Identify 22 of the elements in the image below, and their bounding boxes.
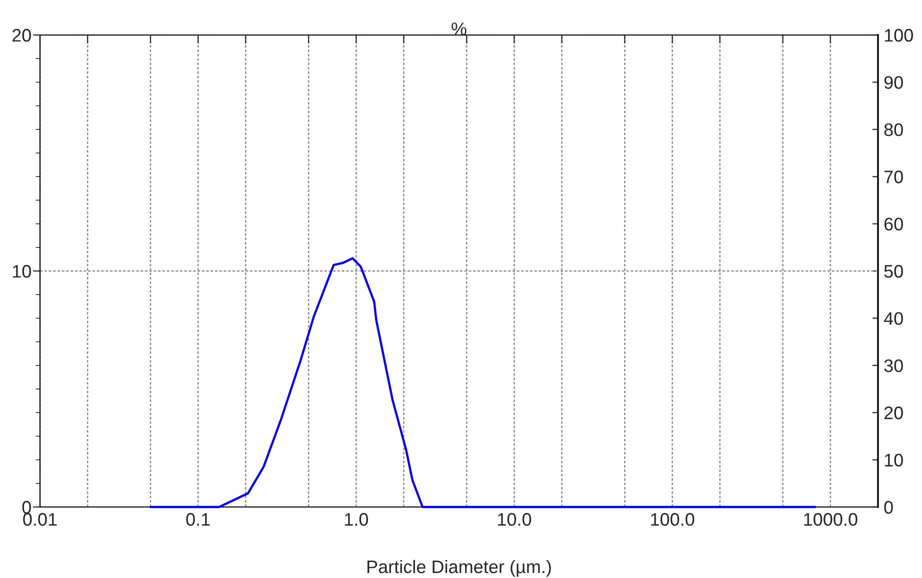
x-tick-label: 100.0 xyxy=(651,513,694,526)
y-tick-label: 10 xyxy=(12,264,31,278)
y2-tick-label: 60 xyxy=(884,218,903,231)
y2-tick-label: 90 xyxy=(884,76,903,89)
x-tick-label: 0.01 xyxy=(23,513,57,526)
x-tick-label: 1.0 xyxy=(344,513,368,526)
y2-tick-label: 20 xyxy=(884,406,903,420)
x-axis-title: Particle Diameter (µm.) xyxy=(368,560,551,577)
y-tick-label: 20 xyxy=(12,28,31,42)
y2-tick-label: 30 xyxy=(884,359,903,372)
y2-tick-label: 0 xyxy=(884,500,893,514)
y2-tick-label: 40 xyxy=(884,312,903,325)
y2-tick-label: 70 xyxy=(884,170,903,184)
chart-title: % xyxy=(452,22,466,36)
y2-tick-label: 100 xyxy=(884,28,913,42)
y2-tick-label: 80 xyxy=(884,123,903,136)
x-tick-label: 0.1 xyxy=(186,513,210,526)
y-tick-label: 0 xyxy=(22,500,31,514)
y2-tick-label: 50 xyxy=(884,264,903,278)
y2-tick-label: 10 xyxy=(884,454,903,467)
x-tick-label: 10.0 xyxy=(498,513,532,526)
x-tick-label: 1000.0 xyxy=(804,513,858,526)
